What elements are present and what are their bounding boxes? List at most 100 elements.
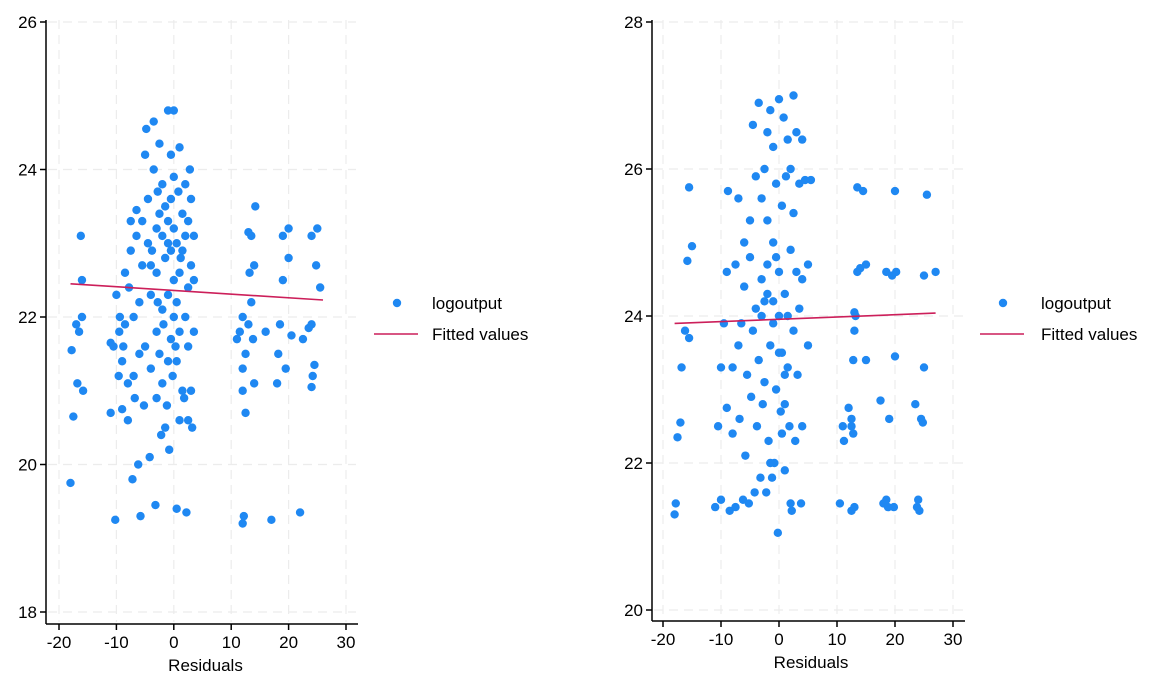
data-point [751, 172, 760, 181]
data-point [889, 502, 899, 512]
data-point [142, 124, 151, 134]
data-point [168, 371, 177, 381]
data-point [670, 510, 679, 519]
data-point [159, 320, 168, 329]
data-point [310, 360, 319, 370]
y-tick-label: 26 [624, 160, 643, 179]
x-tick-label: -10 [104, 633, 129, 652]
data-point [723, 186, 733, 196]
y-tick-label: 24 [18, 161, 37, 180]
data-point [713, 422, 723, 431]
data-point [114, 371, 123, 381]
data-point [160, 202, 170, 211]
data-point [780, 289, 789, 299]
chart-panel-2: 20 22 24 26 28 -20 -10 0 10 20 30 Residuals logoutpu… [624, 13, 1137, 672]
data-point [850, 502, 859, 512]
data-point [278, 275, 288, 285]
data-point [183, 342, 193, 351]
legend-marker-scatter [998, 298, 1008, 308]
data-point [249, 379, 259, 388]
data-point [777, 201, 787, 210]
data-point [166, 194, 176, 204]
data-point [178, 246, 187, 255]
data-point [123, 416, 133, 425]
data-point [792, 267, 801, 277]
data-point [769, 142, 778, 152]
data-point [109, 342, 118, 351]
data-point [275, 320, 285, 329]
x-tick-label: 20 [279, 633, 298, 652]
data-point [146, 290, 156, 300]
data-point [172, 357, 181, 366]
data-point [798, 275, 807, 284]
data-point [145, 452, 154, 462]
data-point [734, 194, 743, 203]
data-point [764, 436, 773, 446]
fitted-line [70, 283, 324, 301]
data-point [175, 327, 184, 336]
data-point [911, 400, 920, 409]
data-point [838, 422, 847, 431]
data-point [183, 216, 193, 226]
data-point [731, 260, 740, 269]
data-point [684, 333, 694, 343]
data-point [800, 175, 810, 185]
data-point [780, 400, 789, 409]
data-point [890, 186, 900, 196]
data-point [777, 429, 787, 438]
data-point [754, 355, 763, 365]
data-point [680, 326, 690, 335]
data-point [111, 515, 120, 525]
data-point [766, 341, 775, 350]
data-point [171, 342, 180, 351]
y-tick-label: 18 [18, 603, 37, 622]
data-point [175, 268, 184, 277]
data-point [760, 377, 769, 387]
data-point [175, 143, 184, 152]
data-point [155, 209, 164, 218]
data-point [119, 342, 128, 351]
data-point [155, 349, 164, 359]
data-point [143, 194, 153, 204]
y-tick-label: 28 [624, 13, 643, 32]
data-point [835, 499, 845, 508]
data-point [789, 91, 798, 100]
data-point [72, 320, 81, 329]
data-point [757, 194, 766, 203]
data-point [248, 334, 258, 344]
legend-label-logoutput: logoutput [1041, 294, 1111, 313]
data-point [781, 172, 791, 181]
data-point [774, 94, 784, 104]
y-tick-label: 26 [18, 13, 37, 32]
data-point [135, 349, 144, 359]
data-point [129, 312, 138, 322]
legend-label-logoutput: logoutput [432, 294, 502, 313]
data-point [849, 429, 858, 438]
data-point [774, 267, 784, 277]
data-point [850, 326, 859, 335]
data-point [160, 253, 170, 263]
data-point [140, 150, 150, 159]
data-point [798, 422, 807, 431]
data-point [163, 106, 173, 115]
data-point [771, 385, 781, 394]
data-point [152, 393, 161, 403]
data-point [106, 408, 115, 418]
data-point [172, 239, 181, 248]
x-tick-label: 30 [337, 633, 356, 652]
data-point [172, 504, 181, 513]
data-point [179, 393, 189, 403]
data-point [138, 216, 147, 226]
data-point [117, 357, 127, 366]
data-point [130, 393, 139, 403]
data-point [919, 363, 929, 372]
data-point [792, 128, 801, 137]
data-point [683, 256, 692, 266]
data-point [307, 231, 316, 241]
data-point [239, 511, 249, 521]
data-point [760, 297, 769, 306]
data-point [767, 473, 777, 482]
data-point [247, 231, 256, 241]
data-point [287, 331, 296, 340]
